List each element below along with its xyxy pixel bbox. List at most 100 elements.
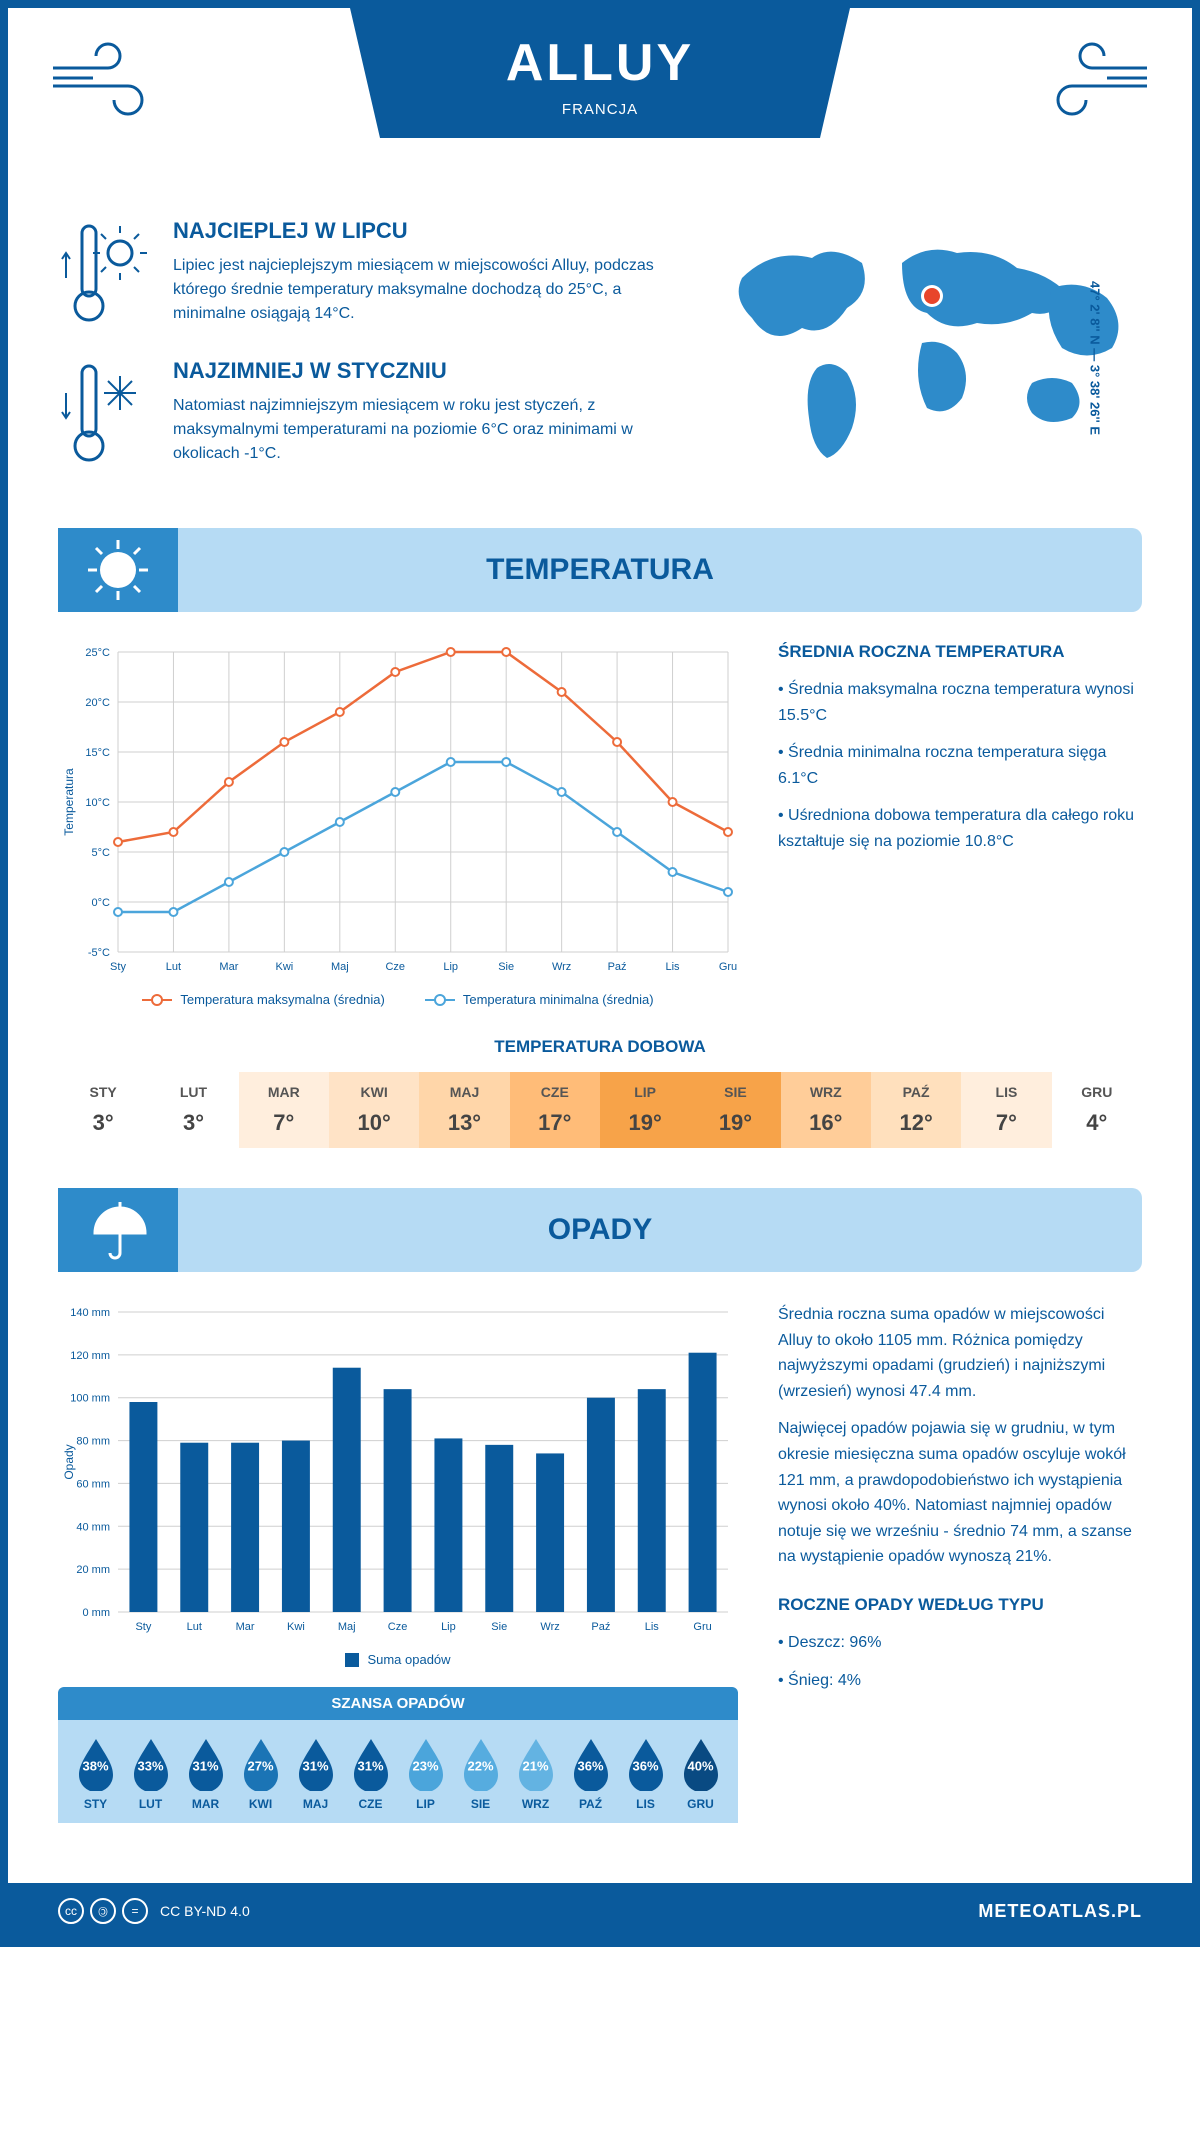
svg-text:Sie: Sie <box>498 961 514 973</box>
svg-text:Lip: Lip <box>443 961 458 973</box>
svg-text:Lut: Lut <box>187 1621 202 1633</box>
temp-cell: MAJ13° <box>419 1072 509 1148</box>
svg-text:Kwi: Kwi <box>287 1621 305 1633</box>
svg-text:Gru: Gru <box>719 961 737 973</box>
temp-info-b2: • Średnia minimalna roczna temperatura s… <box>778 740 1142 791</box>
temp-cell: KWI10° <box>329 1072 419 1148</box>
svg-text:Lut: Lut <box>166 961 181 973</box>
chance-drop: 27%KWI <box>238 1735 284 1811</box>
svg-text:15°C: 15°C <box>85 747 110 759</box>
temperature-section-header: TEMPERATURA <box>58 528 1142 612</box>
svg-text:Wrz: Wrz <box>540 1621 559 1633</box>
daily-temp-heading: TEMPERATURA DOBOWA <box>58 1037 1142 1057</box>
svg-text:Maj: Maj <box>338 1621 356 1633</box>
svg-text:Opady: Opady <box>62 1444 76 1479</box>
chance-drop: 23%LIP <box>403 1735 449 1811</box>
wind-decoration-left <box>48 38 168 128</box>
temp-cell: PAŹ12° <box>871 1072 961 1148</box>
thermometer-hot-icon <box>58 218 148 328</box>
temp-cell: MAR7° <box>239 1072 329 1148</box>
chance-drop: 31%MAR <box>183 1735 229 1811</box>
precipitation-section-header: OPADY <box>58 1188 1142 1272</box>
precip-info-p1: Średnia roczna suma opadów w miejscowośc… <box>778 1302 1142 1404</box>
page-subtitle: FRANCJA <box>350 101 850 118</box>
warmest-heading: NAJCIEPLEJ W LIPCU <box>173 218 682 244</box>
warmest-block: NAJCIEPLEJ W LIPCU Lipiec jest najcieple… <box>58 218 682 328</box>
svg-text:0 mm: 0 mm <box>83 1607 111 1619</box>
coldest-heading: NAJZIMNIEJ W STYCZNIU <box>173 358 682 384</box>
temp-info-heading: ŚREDNIA ROCZNA TEMPERATURA <box>778 642 1142 662</box>
temp-cell: GRU4° <box>1052 1072 1142 1148</box>
cc-icons: cc🄯= <box>58 1898 148 1924</box>
license-text: CC BY-ND 4.0 <box>160 1903 250 1919</box>
svg-text:120 mm: 120 mm <box>70 1350 110 1362</box>
svg-text:60 mm: 60 mm <box>76 1478 110 1490</box>
coldest-text: Natomiast najzimniejszym miesiącem w rok… <box>173 394 682 466</box>
chance-drop: 33%LUT <box>128 1735 174 1811</box>
svg-text:5°C: 5°C <box>92 847 111 859</box>
precipitation-info: Średnia roczna suma opadów w miejscowośc… <box>778 1302 1142 1823</box>
svg-text:10°C: 10°C <box>85 797 110 809</box>
svg-text:Sty: Sty <box>110 961 126 973</box>
bytype-heading: ROCZNE OPADY WEDŁUG TYPU <box>778 1595 1142 1615</box>
precip-info-p2: Najwięcej opadów pojawia się w grudniu, … <box>778 1416 1142 1570</box>
svg-text:100 mm: 100 mm <box>70 1393 110 1405</box>
chance-drop: 40%GRU <box>678 1735 724 1811</box>
sun-icon <box>58 528 178 612</box>
svg-text:Wrz: Wrz <box>552 961 571 973</box>
temp-cell: STY3° <box>58 1072 148 1148</box>
temp-cell: CZE17° <box>510 1072 600 1148</box>
daily-temperature: TEMPERATURA DOBOWA STY3°LUT3°MAR7°KWI10°… <box>8 1037 1192 1188</box>
legend-precip: Suma opadów <box>367 1652 450 1667</box>
umbrella-icon <box>58 1188 178 1272</box>
intro-section: NAJCIEPLEJ W LIPCU Lipiec jest najcieple… <box>8 198 1192 528</box>
svg-text:0°C: 0°C <box>92 897 111 909</box>
temperature-title: TEMPERATURA <box>486 553 714 586</box>
site-name: METEOATLAS.PL <box>978 1901 1142 1922</box>
thermometer-cold-icon <box>58 358 148 468</box>
svg-text:20 mm: 20 mm <box>76 1564 110 1576</box>
footer: cc🄯= CC BY-ND 4.0 METEOATLAS.PL <box>8 1883 1192 1939</box>
world-map: 47° 2' 8'' N — 3° 38' 26'' E <box>722 218 1142 498</box>
temp-cell: LUT3° <box>148 1072 238 1148</box>
precipitation-title: OPADY <box>548 1213 652 1246</box>
page-title: ALLUY <box>350 33 850 93</box>
svg-text:Lis: Lis <box>666 961 681 973</box>
temperature-chart: -5°C 0°C 5°C 10°C 15°C 20°C 25°C Sty Lut Mar Kwi Ma… <box>58 642 738 1007</box>
svg-text:Mar: Mar <box>236 1621 255 1633</box>
svg-text:Gru: Gru <box>693 1621 711 1633</box>
svg-text:Paź: Paź <box>608 961 627 973</box>
temp-cell: LIS7° <box>961 1072 1051 1148</box>
title-banner: ALLUY FRANCJA <box>350 8 850 138</box>
svg-text:Mar: Mar <box>219 961 238 973</box>
bytype-snow: • Śnieg: 4% <box>778 1668 1142 1694</box>
temp-cell: LIP19° <box>600 1072 690 1148</box>
svg-text:Lip: Lip <box>441 1621 456 1633</box>
svg-text:Lis: Lis <box>645 1621 660 1633</box>
svg-text:140 mm: 140 mm <box>70 1307 110 1319</box>
chance-drop: 36%PAŹ <box>568 1735 614 1811</box>
svg-text:Cze: Cze <box>385 961 405 973</box>
svg-text:-5°C: -5°C <box>88 947 110 959</box>
chance-drop: 36%LIS <box>623 1735 669 1811</box>
legend-min: Temperatura minimalna (średnia) <box>463 992 654 1007</box>
svg-text:Kwi: Kwi <box>275 961 293 973</box>
bytype-rain: • Deszcz: 96% <box>778 1630 1142 1656</box>
wind-decoration-right <box>1032 38 1152 128</box>
chance-drop: 31%MAJ <box>293 1735 339 1811</box>
coldest-block: NAJZIMNIEJ W STYCZNIU Natomiast najzimni… <box>58 358 682 468</box>
temp-cell: SIE19° <box>690 1072 780 1148</box>
svg-text:20°C: 20°C <box>85 697 110 709</box>
chance-drop: 38%STY <box>73 1735 119 1811</box>
temp-info-b1: • Średnia maksymalna roczna temperatura … <box>778 677 1142 728</box>
chance-drop: 22%SIE <box>458 1735 504 1811</box>
svg-text:Paź: Paź <box>591 1621 610 1633</box>
svg-text:25°C: 25°C <box>85 647 110 659</box>
warmest-text: Lipiec jest najcieplejszym miesiącem w m… <box>173 254 682 326</box>
svg-text:Maj: Maj <box>331 961 349 973</box>
temperature-info: ŚREDNIA ROCZNA TEMPERATURA • Średnia mak… <box>778 642 1142 1007</box>
svg-text:80 mm: 80 mm <box>76 1436 110 1448</box>
legend-max: Temperatura maksymalna (średnia) <box>180 992 384 1007</box>
svg-text:Sie: Sie <box>491 1621 507 1633</box>
chance-drop: 21%WRZ <box>513 1735 559 1811</box>
